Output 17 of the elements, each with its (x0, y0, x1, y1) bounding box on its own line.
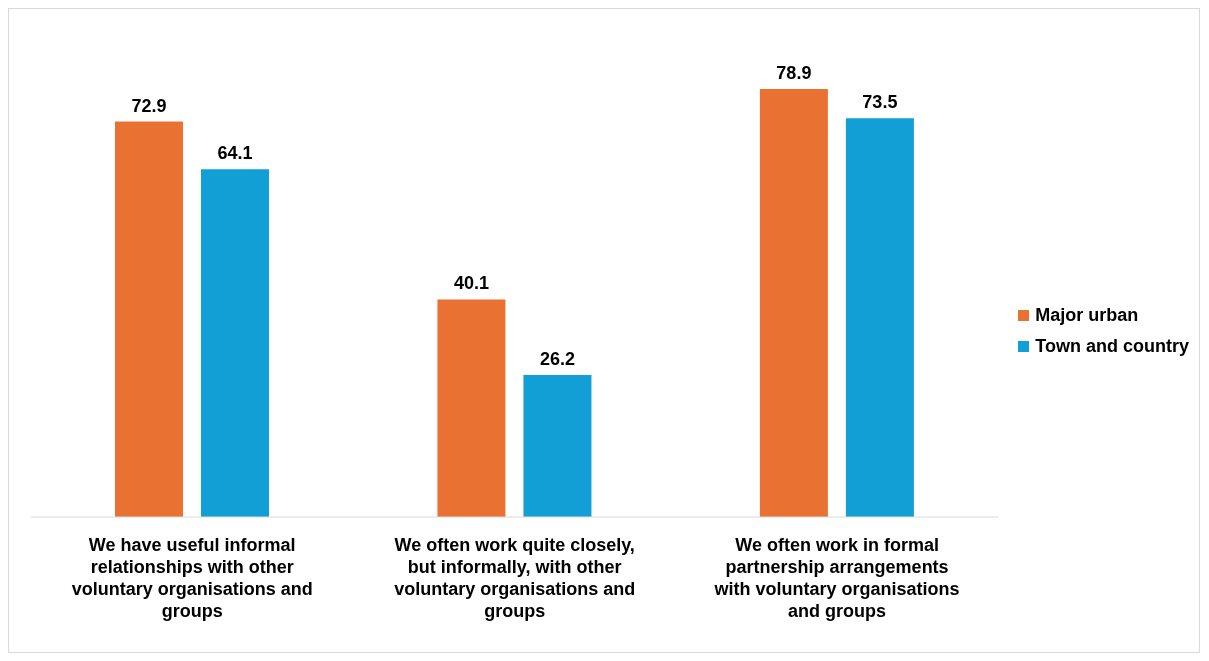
x-tick-label: We often work in formal partnership arrangements with voluntary organisations and groups (713, 535, 960, 621)
x-tick-label: We often work quite closely, but informally, with other voluntary organisations and groups (394, 535, 636, 621)
legend-label: Town and country (1035, 335, 1189, 357)
data-label: 78.9 (776, 63, 812, 83)
bar (201, 169, 269, 517)
bar (115, 121, 183, 517)
data-label: 72.9 (131, 95, 167, 116)
data-label: 64.1 (217, 143, 253, 164)
x-tick-label: We have useful informal relationships with other voluntary organisations and groups (71, 535, 313, 621)
data-label: 26.2 (539, 348, 575, 369)
bar (759, 89, 828, 517)
legend-label: Major urban (1035, 304, 1139, 326)
data-label: 73.5 (862, 92, 898, 113)
bar (523, 374, 592, 517)
data-label: 40.1 (453, 273, 489, 294)
bar (845, 118, 914, 517)
bar (437, 299, 506, 517)
